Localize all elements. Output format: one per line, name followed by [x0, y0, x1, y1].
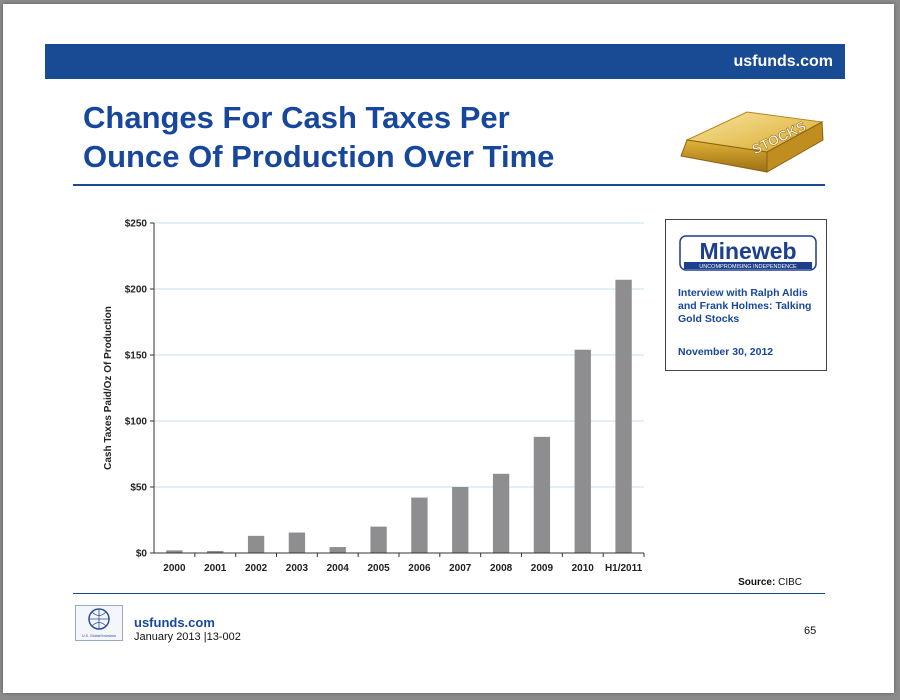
slide-title-line-1: Changes For Cash Taxes Per — [83, 100, 510, 135]
bar — [615, 279, 632, 553]
us-global-investors-logo: U.S. Global Investors — [75, 605, 123, 641]
interview-description: Interview with Ralph Aldis and Frank Hol… — [678, 287, 812, 325]
chart-bars — [166, 279, 632, 553]
slide: usfunds.com Changes For Cash Taxes Per O… — [3, 4, 894, 693]
x-tick-label: 2000 — [163, 563, 186, 574]
y-tick-label: $50 — [130, 483, 147, 494]
x-tick-label: H1/2011 — [605, 563, 643, 574]
bar — [492, 473, 510, 553]
y-tick-label: $200 — [125, 285, 148, 296]
mineweb-logo-text: Mineweb — [699, 238, 796, 264]
x-tick-label: 2001 — [204, 563, 227, 574]
y-tick-label: $150 — [125, 351, 148, 362]
bar — [533, 436, 551, 553]
x-tick-label: 2009 — [531, 563, 554, 574]
footer-logo-text: U.S. Global Investors — [82, 634, 116, 638]
x-tick-label: 2003 — [286, 563, 309, 574]
footer-divider — [73, 593, 825, 594]
x-tick-label: 2010 — [572, 563, 595, 574]
footer-date-code: January 2013 |13-002 — [134, 631, 241, 643]
slide-title: Changes For Cash Taxes Per Ounce Of Prod… — [83, 98, 643, 176]
source-value: CIBC — [778, 577, 802, 588]
page-number: 65 — [804, 625, 817, 637]
title-divider — [73, 184, 825, 186]
x-tick-label: 2006 — [408, 563, 431, 574]
bar-chart: $0 $50 $100 $150 $200 $250 2000 2001 2002 2003 200… — [103, 219, 645, 574]
interview-date: November 30, 2012 — [678, 346, 774, 358]
slide-title-line-2: Ounce Of Production Over Time — [83, 139, 555, 174]
header-site-text: usfunds.com — [733, 53, 833, 70]
gold-bar-image: STOCKS — [680, 111, 824, 173]
x-tick-label: 2004 — [327, 563, 350, 574]
chart-axes: $0 $50 $100 $150 $200 $250 2000 2001 2002 2003 200… — [125, 219, 645, 574]
bar — [247, 535, 265, 553]
bar — [452, 487, 469, 553]
bar — [288, 532, 306, 553]
bar — [166, 550, 183, 553]
y-axis-label: Cash Taxes Paid/Oz Of Production — [103, 306, 114, 470]
y-tick-label: $0 — [136, 549, 148, 560]
x-tick-label: 2002 — [245, 563, 268, 574]
chart-grid — [154, 222, 644, 488]
header-bar: usfunds.com — [45, 44, 845, 79]
y-tick-label: $100 — [125, 417, 148, 428]
y-tick-label: $250 — [125, 219, 148, 230]
footer-site[interactable]: usfunds.com — [134, 615, 215, 630]
mineweb-logo: Mineweb UNCOMPROMISING INDEPENDENCE — [679, 235, 817, 271]
x-tick-label: 2005 — [367, 563, 390, 574]
bar — [207, 551, 224, 553]
x-tick-label: 2007 — [449, 563, 472, 574]
bar — [574, 349, 591, 553]
source-label: Source: — [738, 577, 776, 588]
bar — [411, 497, 428, 553]
source-note: Source: CIBC — [738, 577, 802, 588]
bar — [370, 526, 387, 553]
mineweb-logo-tagline: UNCOMPROMISING INDEPENDENCE — [699, 264, 797, 270]
x-tick-label: 2008 — [490, 563, 513, 574]
bar — [329, 547, 346, 553]
interview-box[interactable]: Mineweb UNCOMPROMISING INDEPENDENCE Inte… — [665, 219, 827, 371]
